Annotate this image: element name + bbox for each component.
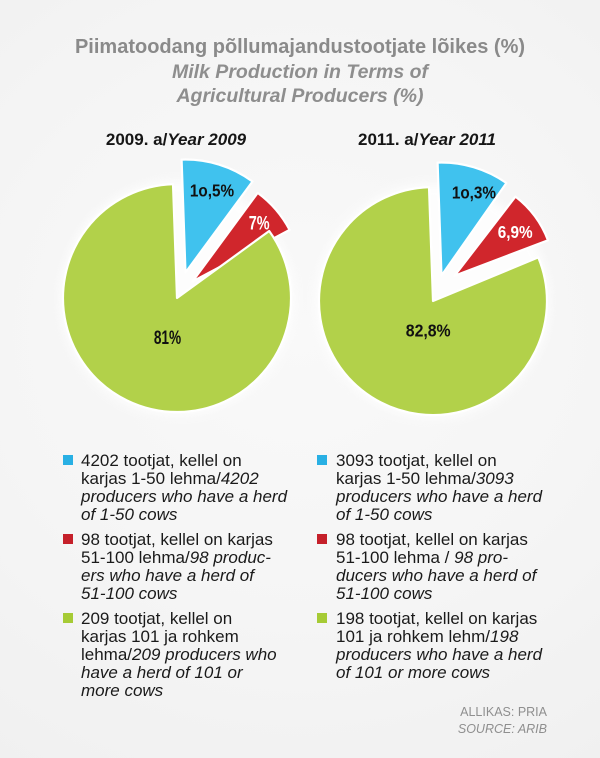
svg-text:7%: 7% — [249, 213, 270, 234]
svg-text:1o,5%: 1o,5% — [190, 180, 234, 200]
svg-text:6,9%: 6,9% — [498, 222, 533, 242]
svg-text:1o,3%: 1o,3% — [452, 182, 496, 202]
svg-text:82,8%: 82,8% — [406, 321, 451, 341]
svg-text:81%: 81% — [154, 327, 182, 349]
